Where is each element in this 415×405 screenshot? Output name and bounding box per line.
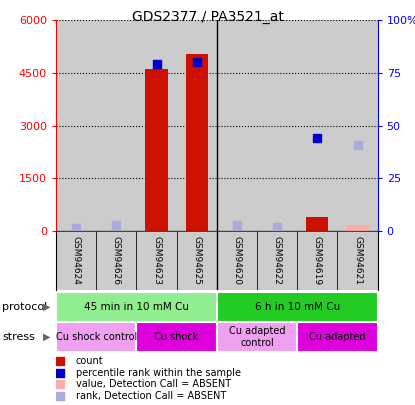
Text: GSM94624: GSM94624 [72, 236, 81, 284]
Text: GSM94625: GSM94625 [192, 236, 201, 285]
Bar [137, 20, 177, 231]
Bar [146, 69, 168, 231]
Text: ▶: ▶ [43, 332, 50, 342]
Text: 6 h in 10 mM Cu: 6 h in 10 mM Cu [255, 302, 340, 312]
Point [314, 135, 321, 141]
Text: Cu shock: Cu shock [154, 332, 199, 342]
Bar [217, 322, 297, 352]
Bar [337, 20, 378, 231]
Text: Cu shock control: Cu shock control [56, 332, 137, 342]
Bar [177, 231, 217, 290]
Text: protocol: protocol [2, 302, 47, 312]
Point [73, 224, 79, 231]
Text: count: count [76, 356, 103, 366]
Bar [56, 20, 96, 231]
Bar [56, 322, 137, 352]
Text: GSM94622: GSM94622 [273, 236, 282, 284]
Text: ▶: ▶ [43, 302, 50, 312]
Bar [297, 322, 378, 352]
Text: value, Detection Call = ABSENT: value, Detection Call = ABSENT [76, 379, 231, 390]
Bar [297, 20, 337, 231]
Text: GSM94620: GSM94620 [232, 236, 242, 285]
Point [56, 358, 63, 364]
Text: GSM94619: GSM94619 [313, 236, 322, 285]
Text: stress: stress [2, 332, 35, 342]
Point [274, 224, 281, 230]
Bar [306, 217, 328, 231]
Text: GSM94621: GSM94621 [353, 236, 362, 285]
Bar [96, 20, 137, 231]
Text: percentile rank within the sample: percentile rank within the sample [76, 368, 241, 378]
Bar [177, 20, 217, 231]
Text: rank, Detection Call = ABSENT: rank, Detection Call = ABSENT [76, 391, 226, 401]
Point [56, 381, 63, 388]
Bar [257, 231, 297, 290]
Point [234, 221, 240, 228]
Bar [96, 231, 137, 290]
Bar [217, 20, 257, 231]
Bar [186, 53, 208, 231]
Text: Cu adapted: Cu adapted [309, 332, 366, 342]
Bar [347, 224, 369, 231]
Bar [137, 231, 177, 290]
Point [113, 221, 120, 228]
Point [56, 369, 63, 376]
Bar [257, 20, 297, 231]
Text: 45 min in 10 mM Cu: 45 min in 10 mM Cu [84, 302, 189, 312]
Bar [217, 231, 257, 290]
Point [193, 59, 200, 66]
Bar [56, 292, 217, 322]
Bar [217, 292, 378, 322]
Text: GSM94626: GSM94626 [112, 236, 121, 285]
Text: GDS2377 / PA3521_at: GDS2377 / PA3521_at [132, 10, 283, 24]
Bar [56, 231, 96, 290]
Text: Cu adapted
control: Cu adapted control [229, 326, 285, 348]
Point [56, 393, 63, 399]
Text: GSM94623: GSM94623 [152, 236, 161, 285]
Bar [337, 231, 378, 290]
Point [354, 141, 361, 148]
Bar [297, 231, 337, 290]
Point [153, 61, 160, 68]
Bar [137, 322, 217, 352]
